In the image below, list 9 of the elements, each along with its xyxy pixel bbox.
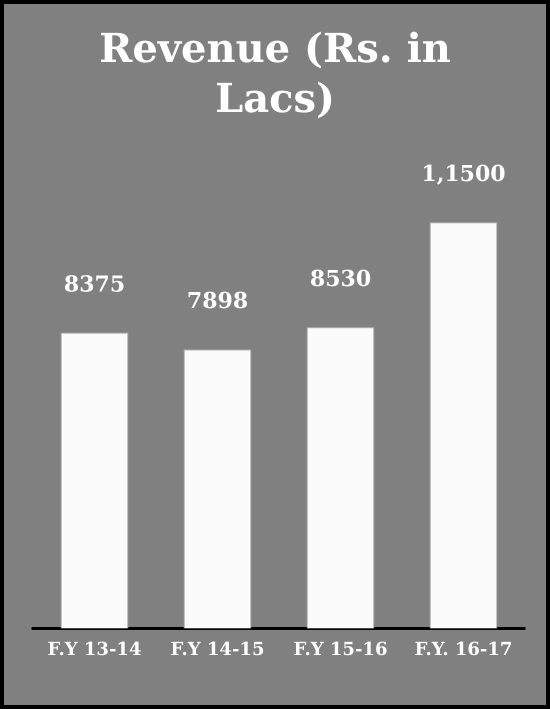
x-tick-label: F.Y. 16-17: [414, 638, 512, 660]
data-label: 7898: [186, 288, 248, 314]
data-label: 8375: [64, 271, 126, 298]
data-label: 1,1500: [421, 161, 506, 188]
chart-title: Revenue (Rs. in Lacs): [98, 24, 452, 124]
data-label: 8530: [310, 266, 372, 292]
x-tick-label: F.Y 15-16: [294, 638, 388, 660]
x-tick-label: F.Y 13-14: [48, 638, 142, 660]
x-tick-label: F.Y 14-15: [170, 638, 264, 660]
